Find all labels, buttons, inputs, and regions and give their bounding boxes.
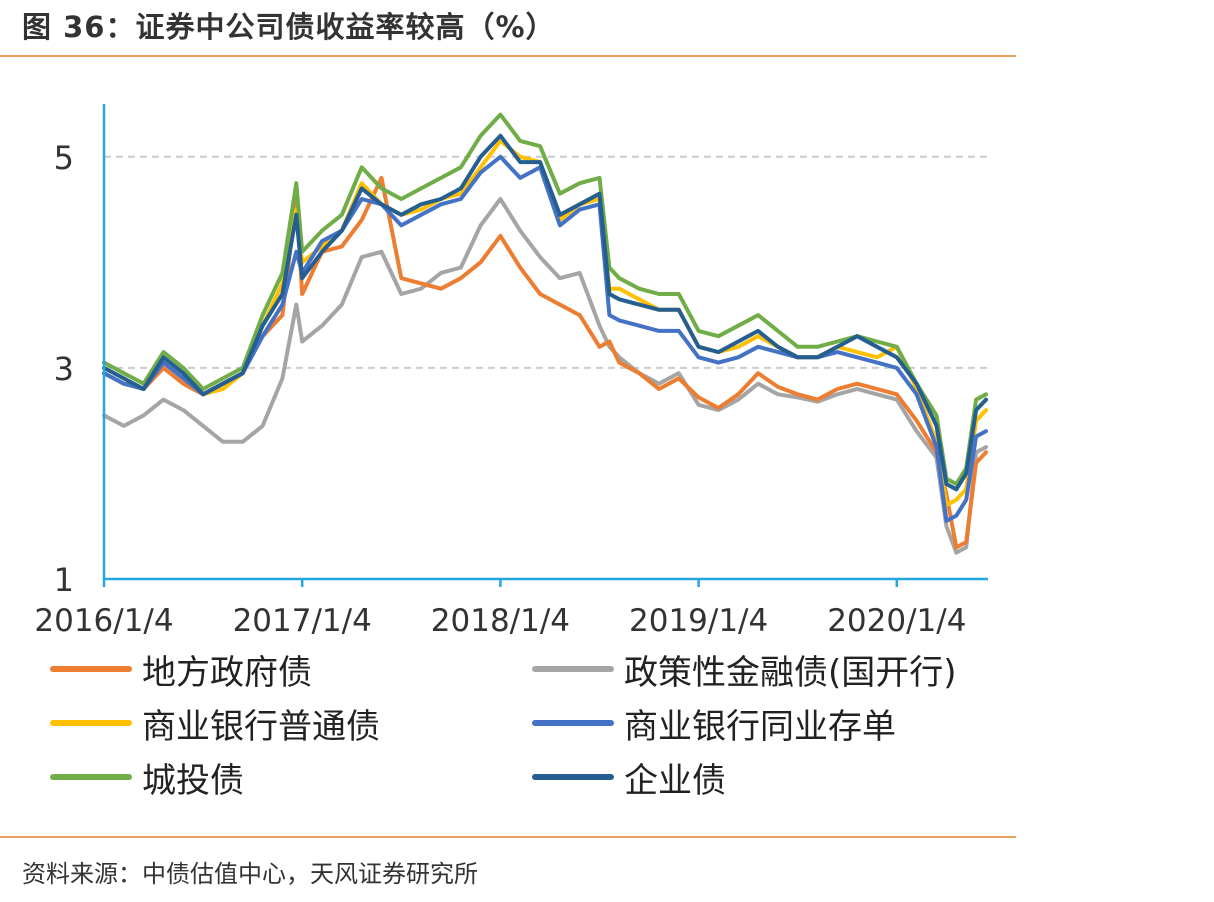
legend-item-local-gov: 地方政府债 — [50, 644, 312, 694]
x-tick-label: 2020/1/4 — [827, 603, 966, 639]
x-tick-label: 2017/1/4 — [233, 603, 372, 639]
legend: 地方政府债 政策性金融债(国开行) 商业银行普通债 商业银行同业存单 城投债 企… — [0, 640, 1016, 820]
legend-label: 政策性金融债(国开行) — [624, 652, 957, 693]
legend-item-enterprise: 企业债 — [532, 752, 726, 802]
series-line-5 — [102, 133, 988, 492]
x-tick-label: 2019/1/4 — [629, 603, 768, 639]
series-line-0 — [102, 175, 988, 550]
legend-item-bank-bond: 商业银行普通债 — [50, 698, 380, 748]
legend-label: 商业银行同业存单 — [624, 706, 896, 747]
page-title: 图 36：证券中公司债收益率较高（%） — [22, 10, 556, 44]
series-line-4 — [102, 112, 988, 486]
legend-label: 地方政府债 — [142, 652, 312, 693]
legend-item-lgfv: 城投债 — [50, 752, 244, 802]
legend-item-ncd: 商业银行同业存单 — [532, 698, 896, 748]
legend-swatch-enterprise — [532, 774, 614, 780]
legend-label: 企业债 — [624, 760, 726, 801]
legend-swatch-policy-bank — [532, 666, 614, 672]
series-lines — [102, 112, 988, 555]
series-line-3 — [102, 154, 988, 523]
legend-swatch-lgfv — [50, 774, 132, 780]
legend-label: 城投债 — [142, 760, 244, 801]
source-note: 资料来源：中债估值中心，天风证券研究所 — [22, 860, 478, 888]
legend-swatch-ncd — [532, 720, 614, 726]
legend-item-policy-bank: 政策性金融债(国开行) — [532, 644, 957, 694]
y-tick-label: 1 — [54, 561, 74, 599]
legend-swatch-bank-bond — [50, 720, 132, 726]
y-tick-label: 5 — [54, 139, 74, 177]
x-tick-label: 2016/1/4 — [34, 603, 173, 639]
legend-label: 商业银行普通债 — [142, 706, 380, 747]
series-line-2 — [102, 138, 988, 508]
gridlines — [104, 155, 988, 369]
line-chart: 1 3 5 2016/1/4 2017/1/4 2018/1/4 2019/1/4 2020/… — [34, 104, 988, 639]
axes: 1 3 5 2016/1/4 2017/1/4 2018/1/4 2019/1/4 2020/… — [34, 104, 988, 639]
series-line-1 — [102, 197, 988, 555]
y-tick-label: 3 — [54, 350, 74, 388]
legend-swatch-local-gov — [50, 666, 132, 672]
title-divider — [0, 55, 1016, 57]
footer-divider — [0, 836, 1016, 838]
x-tick-label: 2018/1/4 — [431, 603, 570, 639]
